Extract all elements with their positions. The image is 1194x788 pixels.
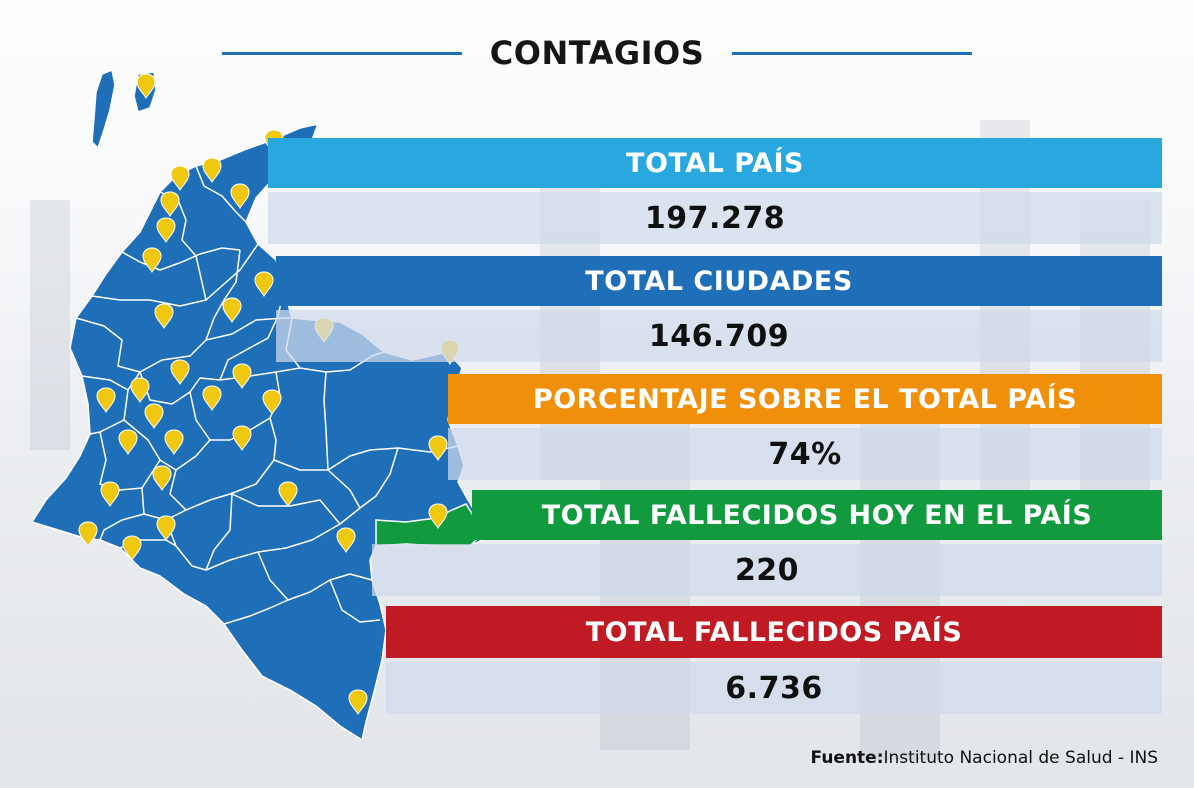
fallecidos-hoy-value: 220 (372, 544, 1162, 596)
location-pin-icon (222, 297, 242, 323)
location-pin-icon (428, 435, 448, 461)
location-pin-icon (278, 481, 298, 507)
source-note: Fuente:Instituto Nacional de Salud - INS (811, 748, 1158, 768)
location-pins (78, 73, 460, 715)
location-pin-icon (202, 385, 222, 411)
location-pin-icon (336, 527, 356, 553)
location-pin-icon (230, 183, 250, 209)
source-prefix: Fuente: (810, 748, 884, 768)
fallecidos-pais-value: 6.736 (386, 662, 1162, 714)
title-line-right (732, 51, 973, 55)
location-pin-icon (130, 377, 150, 403)
location-pin-icon (142, 247, 162, 273)
location-pin-icon (428, 503, 448, 529)
location-pin-icon (156, 217, 176, 243)
page-title: CONTAGIOS (489, 34, 705, 72)
location-pin-icon (152, 465, 172, 491)
location-pin-icon (96, 387, 116, 413)
location-pin-icon (170, 165, 190, 191)
location-pin-icon (136, 73, 156, 99)
total-ciudades-label: TOTAL CIUDADES (276, 256, 1162, 306)
title-line-left (221, 51, 462, 55)
location-pin-icon (202, 157, 222, 183)
source-text: Instituto Nacional de Salud - INS (883, 748, 1158, 768)
header: CONTAGIOS (0, 30, 1194, 76)
porcentaje-label: PORCENTAJE SOBRE EL TOTAL PAÍS (448, 374, 1162, 424)
location-pin-icon (232, 425, 252, 451)
total-ciudades-value: 146.709 (276, 310, 1162, 362)
total-pais-value: 197.278 (268, 192, 1162, 244)
fallecidos-pais-label: TOTAL FALLECIDOS PAÍS (386, 606, 1162, 658)
location-pin-icon (122, 535, 142, 561)
porcentaje-value: 74% (448, 428, 1162, 480)
location-pin-icon (348, 689, 368, 715)
location-pin-icon (78, 521, 98, 547)
location-pin-icon (262, 389, 282, 415)
location-pin-icon (100, 481, 120, 507)
location-pin-icon (156, 515, 176, 541)
location-pin-icon (164, 429, 184, 455)
location-pin-icon (154, 303, 174, 329)
location-pin-icon (254, 271, 274, 297)
location-pin-icon (118, 429, 138, 455)
fallecidos-hoy-label: TOTAL FALLECIDOS HOY EN EL PAÍS (472, 490, 1162, 540)
location-pin-icon (170, 359, 190, 385)
location-pin-icon (144, 403, 164, 429)
location-pin-icon (160, 191, 180, 217)
location-pin-icon (232, 363, 252, 389)
total-pais-label: TOTAL PAÍS (268, 138, 1162, 188)
